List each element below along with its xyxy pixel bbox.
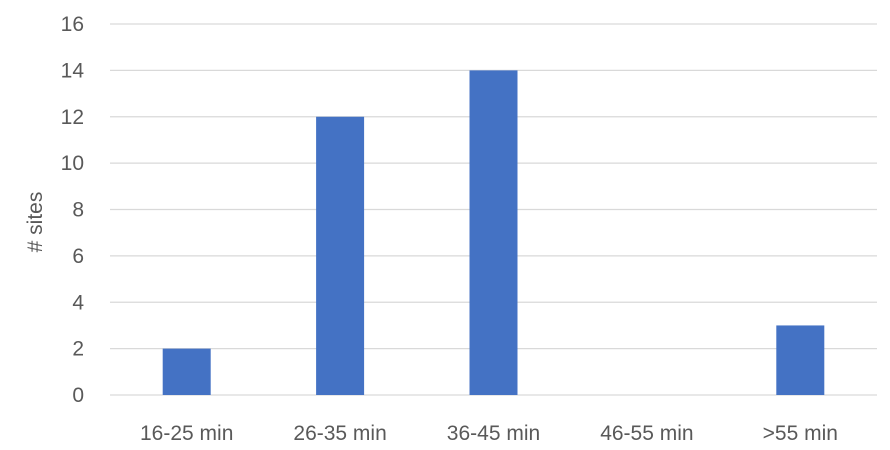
bar-5 (776, 325, 825, 395)
y-tick-label-4: 4 (72, 291, 84, 314)
y-tick-label-12: 12 (61, 106, 84, 129)
y-tick-label-10: 10 (61, 152, 84, 175)
x-tick-label-5: >55 min (763, 422, 838, 445)
y-axis-title: # sites (24, 192, 47, 253)
bar-1 (162, 348, 211, 395)
x-tick-label-4: 46-55 min (600, 422, 693, 445)
x-tick-label-3: 36-45 min (447, 422, 540, 445)
y-tick-label-6: 6 (72, 245, 84, 268)
bar-3 (469, 70, 518, 395)
y-tick-label-8: 8 (72, 199, 84, 222)
x-tick-label-1: 16-25 min (140, 422, 233, 445)
bar-2 (316, 116, 365, 395)
x-tick-label-2: 26-35 min (293, 422, 386, 445)
bars (162, 70, 825, 395)
y-tick-label-14: 14 (61, 59, 85, 82)
y-tick-label-16: 16 (61, 13, 84, 36)
x-axis-tick-labels: 16-25 min 26-35 min 36-45 min 46-55 min >55 … (140, 422, 838, 445)
y-axis-tick-labels: 0 2 4 6 8 10 12 14 16 (61, 13, 85, 407)
y-tick-label-2: 2 (72, 338, 84, 361)
y-tick-label-0: 0 (72, 384, 84, 407)
